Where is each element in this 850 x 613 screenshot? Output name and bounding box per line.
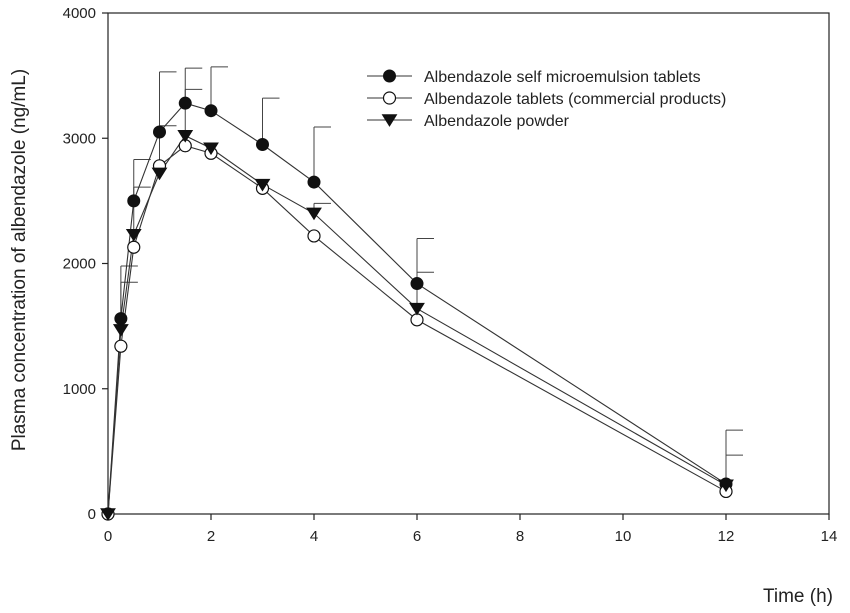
x-tick-label: 2: [207, 528, 215, 545]
data-point: [178, 96, 192, 110]
x-tick-label: 0: [104, 528, 112, 545]
legend-marker: [383, 69, 396, 83]
legend-marker: [381, 114, 398, 127]
axes: 0 2 4 6 8 10 12 14 0 1000 2000 3000 4000: [63, 5, 838, 545]
series-markers: [100, 96, 734, 521]
series-line: [107, 135, 727, 515]
data-point: [410, 313, 424, 327]
data-point: [112, 324, 129, 337]
data-point: [306, 207, 322, 221]
data-point: [151, 167, 168, 181]
legend: Albendazole self microemulsion tablets Al…: [367, 69, 726, 130]
data-point: [718, 479, 734, 493]
data-point: [114, 312, 128, 326]
legend-marker: [382, 91, 397, 105]
data-point: [410, 277, 424, 291]
plot-frame: [107, 12, 830, 515]
y-axis-title: Plasma concentration of albendazole (ng/…: [9, 69, 30, 451]
x-tick-label: 6: [413, 528, 421, 545]
data-point: [153, 125, 166, 139]
data-point: [307, 175, 321, 189]
x-tick-label: 8: [516, 528, 524, 545]
x-tick-label: 12: [718, 528, 735, 545]
series-line: [107, 145, 727, 515]
data-point: [127, 194, 141, 208]
y-tick-label: 4000: [63, 5, 96, 22]
series-line: [107, 102, 727, 515]
data-point: [254, 178, 271, 192]
data-point: [307, 229, 321, 243]
y-tick-label: 1000: [63, 381, 96, 398]
data-point: [100, 508, 116, 521]
x-tick-label: 4: [310, 528, 318, 545]
data-point: [177, 129, 194, 143]
y-tick-label: 2000: [63, 256, 96, 273]
data-point: [203, 142, 219, 156]
legend-label: Albendazole tablets (commercial products…: [424, 91, 726, 108]
data-point: [127, 240, 141, 254]
y-tick-label: 3000: [63, 130, 96, 147]
data-point: [204, 104, 218, 118]
data-point: [409, 302, 425, 316]
x-tick-label: 10: [615, 528, 632, 545]
x-tick-label: 14: [821, 528, 838, 545]
legend-label: Albendazole powder: [424, 113, 570, 130]
data-point: [256, 138, 269, 152]
legend-label: Albendazole self microemulsion tablets: [424, 69, 701, 86]
series-lines: [107, 102, 727, 515]
y-tick-label: 0: [88, 506, 96, 523]
x-axis-title: Time (h): [763, 586, 833, 607]
data-point: [125, 228, 142, 242]
data-point: [114, 339, 128, 353]
